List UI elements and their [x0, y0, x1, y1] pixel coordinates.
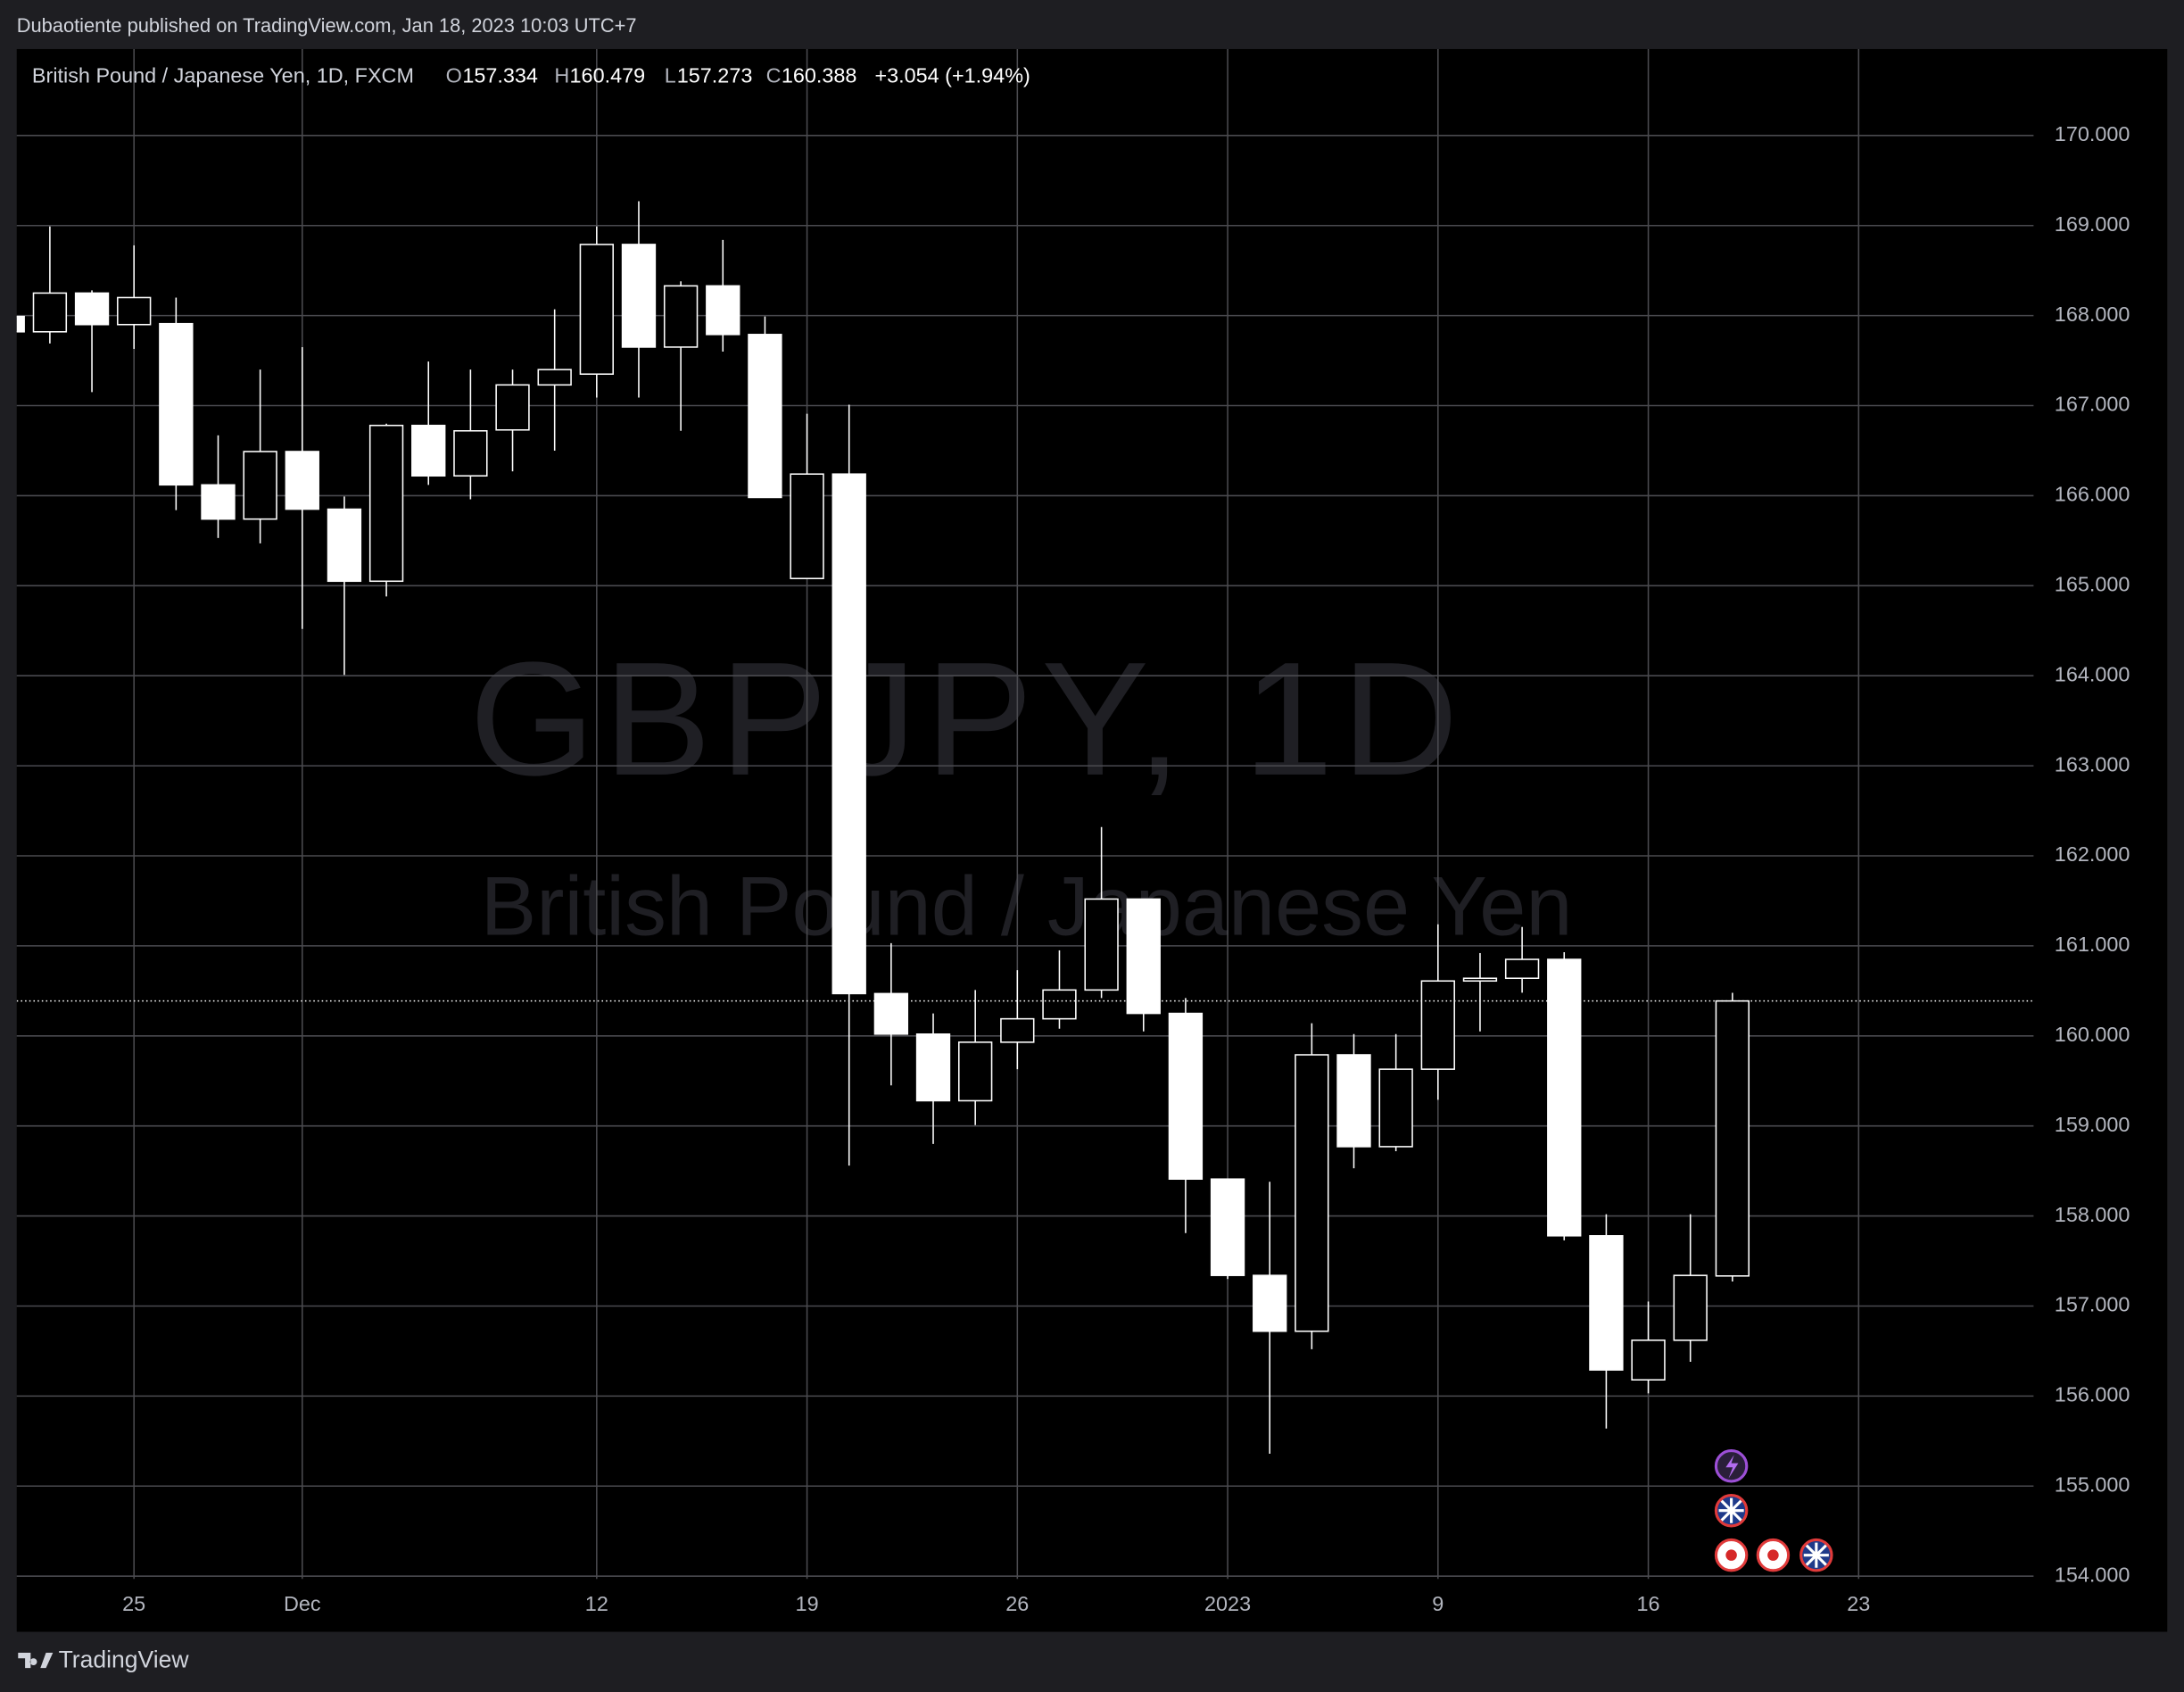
candle-body	[1084, 898, 1119, 991]
change: +3.054 (+1.94%)	[874, 63, 1030, 87]
candle-body	[1210, 1178, 1245, 1276]
candle-body	[453, 429, 488, 477]
legend-value: 157.273	[677, 63, 753, 87]
x-tick-label: 9	[1432, 1592, 1444, 1615]
y-tick-label: 154.000	[2055, 1563, 2130, 1586]
watermark: GBPJPY, 1D	[469, 629, 1458, 809]
x-tick-label: Dec	[284, 1592, 321, 1615]
chart-title: British Pound / Japanese Yen, 1D, FXCM	[32, 63, 414, 87]
y-tick-label: 169.000	[2055, 212, 2130, 236]
event-icon-glyph	[1718, 1497, 1744, 1523]
x-tick-label: 2023	[1204, 1592, 1251, 1615]
y-tick-label: 162.000	[2055, 842, 2130, 866]
x-tick-label: 19	[796, 1592, 819, 1615]
candle-body	[748, 334, 782, 499]
x-tick-label: 25	[122, 1592, 145, 1615]
y-tick-label: 157.000	[2055, 1293, 2130, 1316]
candle-body	[32, 292, 68, 333]
candle-body	[1168, 1012, 1204, 1181]
logo	[18, 1652, 54, 1669]
event-icon-glyph	[1725, 1549, 1737, 1561]
legend-value: 157.334	[462, 63, 538, 87]
candle-body	[159, 322, 194, 486]
x-tick-label: 23	[1847, 1592, 1870, 1615]
y-tick-label: 158.000	[2055, 1203, 2130, 1226]
y-tick-label: 166.000	[2055, 483, 2130, 506]
candle-body	[958, 1041, 993, 1102]
logo-mark	[18, 1652, 54, 1669]
y-tick-label: 163.000	[2055, 752, 2130, 776]
candle-body	[873, 992, 909, 1035]
candle-body	[368, 424, 404, 583]
legend-label: O	[446, 63, 462, 87]
legend-value: 160.388	[782, 63, 857, 87]
event-icon-glyph	[1803, 1542, 1829, 1568]
y-tick-label: 156.000	[2055, 1383, 2130, 1406]
candle-body	[537, 369, 572, 386]
candle-body	[831, 473, 866, 995]
legend-label: L	[665, 63, 676, 87]
x-tick-label: 12	[585, 1592, 608, 1615]
candle-body	[790, 473, 824, 580]
candle-body	[706, 285, 740, 336]
candle-body	[1715, 999, 1750, 1277]
footer-brand[interactable]: TradingView	[59, 1646, 190, 1672]
candle-body	[621, 244, 657, 348]
y-tick-label: 167.000	[2055, 393, 2130, 416]
axes: 154.000 155.000 156.000 157.000 158.000 159.0…	[122, 122, 2130, 1615]
x-tick-label: 16	[1637, 1592, 1660, 1615]
candle-body	[411, 424, 446, 477]
legend-value: 160.479	[570, 63, 646, 87]
candle-body	[201, 484, 236, 520]
candle-body	[1126, 898, 1161, 1015]
candle-body	[1336, 1054, 1371, 1148]
x-tick-label: 26	[1005, 1592, 1029, 1615]
candles	[16, 201, 2034, 1454]
ohlc-legend: O 157.334 H 160.479 L 157.273 C 160.388	[446, 63, 857, 87]
publish-info: Dubaotiente published on TradingView.com…	[17, 14, 637, 37]
candle-body	[1631, 1340, 1666, 1381]
chart-area	[16, 48, 2168, 1632]
y-tick-label: 155.000	[2055, 1472, 2130, 1496]
candle-body	[1253, 1274, 1287, 1332]
candle-body	[1420, 980, 1455, 1070]
candle-body	[117, 296, 152, 326]
candle-body	[74, 292, 110, 326]
grid	[16, 48, 2034, 1580]
candle-body	[1295, 1054, 1329, 1332]
candle-body	[285, 451, 319, 510]
candle-body	[663, 285, 699, 348]
event-icon-glyph	[1767, 1549, 1779, 1561]
y-tick-label: 164.000	[2055, 662, 2130, 685]
y-tick-label: 161.000	[2055, 933, 2130, 956]
y-tick-label: 170.000	[2055, 122, 2130, 145]
candle-body	[16, 315, 25, 333]
candle-body	[1504, 958, 1540, 980]
candle-body	[1042, 989, 1077, 1020]
candle-body	[327, 508, 362, 583]
candle-body	[1673, 1274, 1708, 1341]
candle-body	[915, 1033, 951, 1102]
candle-body	[1000, 1017, 1035, 1043]
candle-body	[495, 384, 530, 431]
candle-body	[1589, 1235, 1624, 1371]
y-tick-label: 159.000	[2055, 1113, 2130, 1136]
candle-body	[1547, 958, 1582, 1237]
candle-body	[579, 244, 614, 375]
candle-body	[243, 451, 277, 520]
event-icon-glyph	[1725, 1455, 1739, 1479]
y-tick-label: 168.000	[2055, 303, 2130, 326]
watermark-subtitle: British Pound / Japanese Yen	[481, 859, 1573, 953]
event-icons	[1714, 1449, 1833, 1572]
candle-body	[1378, 1068, 1413, 1148]
legend-label: H	[554, 63, 569, 87]
y-tick-label: 165.000	[2055, 573, 2130, 596]
y-tick-label: 160.000	[2055, 1023, 2130, 1046]
candle-body	[1462, 977, 1498, 983]
legend-label: C	[766, 63, 782, 87]
